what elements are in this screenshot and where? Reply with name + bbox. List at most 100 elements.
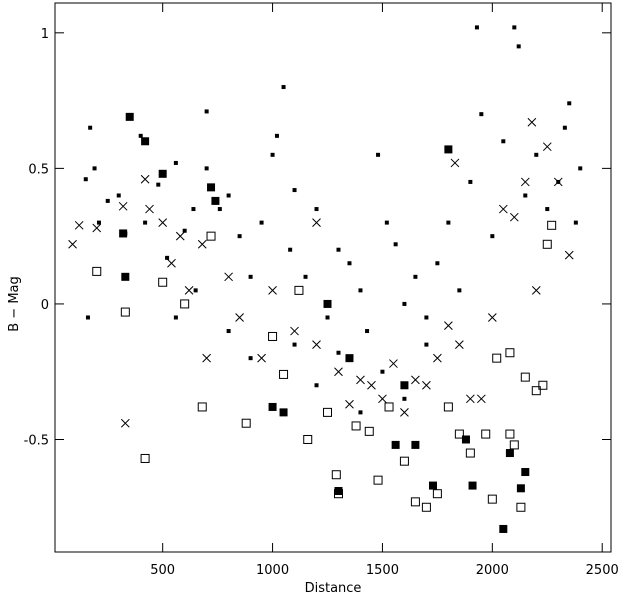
point [248, 356, 253, 361]
point [279, 369, 289, 379]
point [428, 481, 437, 490]
point [118, 201, 128, 211]
point [211, 196, 220, 205]
point [376, 152, 381, 157]
point [207, 183, 216, 192]
point [457, 288, 462, 293]
point [206, 231, 216, 241]
point [520, 372, 530, 382]
point [391, 440, 400, 449]
point [450, 158, 460, 168]
point [413, 274, 418, 279]
point [312, 218, 321, 227]
x-tick-label: 2000 [476, 563, 509, 578]
point [92, 166, 97, 171]
point [116, 193, 121, 198]
point [182, 228, 187, 233]
point [143, 220, 148, 225]
point [534, 152, 539, 157]
point [479, 112, 484, 117]
point [454, 429, 464, 439]
point [145, 204, 154, 214]
x-tick-label: 1000 [256, 563, 289, 578]
point [432, 489, 442, 499]
point [424, 342, 429, 347]
point [468, 179, 473, 184]
point [74, 220, 84, 230]
point [499, 524, 508, 533]
point [487, 313, 497, 322]
point [347, 261, 352, 266]
point [365, 329, 370, 334]
point [140, 174, 150, 184]
point [191, 207, 196, 212]
point [481, 429, 491, 439]
point [402, 301, 407, 306]
point [444, 145, 453, 154]
point [389, 359, 398, 368]
point [380, 369, 385, 374]
point [411, 375, 420, 385]
point [331, 470, 341, 480]
point [498, 204, 508, 214]
point [455, 340, 464, 349]
point [224, 272, 233, 282]
y-tick-label: -0.5 [24, 433, 49, 448]
point [509, 440, 519, 450]
point [505, 348, 515, 358]
point [334, 487, 343, 495]
point [197, 239, 207, 249]
point [165, 255, 170, 260]
point [121, 272, 130, 281]
point [184, 286, 194, 295]
point [411, 440, 420, 449]
point [292, 188, 297, 193]
point [542, 239, 552, 249]
point [424, 315, 429, 320]
point [567, 101, 572, 106]
point [364, 426, 374, 436]
point [167, 258, 176, 268]
point [358, 288, 363, 293]
point [358, 410, 363, 415]
y-axis-label: B − Mag [7, 276, 22, 332]
point [356, 375, 365, 385]
point [281, 85, 286, 90]
point [290, 326, 299, 336]
point [474, 25, 479, 30]
point [120, 418, 130, 428]
y-tick-label: 0 [41, 298, 49, 313]
x-tick-label: 2500 [586, 563, 619, 578]
point [492, 353, 502, 363]
point [367, 380, 376, 390]
point [197, 402, 207, 412]
point [542, 142, 552, 152]
point [421, 502, 431, 512]
point [125, 112, 134, 121]
point [422, 380, 431, 390]
point [248, 274, 253, 279]
point [345, 399, 354, 409]
point [531, 286, 541, 295]
point [323, 407, 333, 417]
point [325, 315, 330, 320]
point [96, 220, 101, 225]
point [312, 340, 321, 349]
point [173, 160, 178, 165]
point [461, 435, 470, 444]
point [88, 125, 93, 130]
point [465, 394, 475, 404]
point [384, 220, 389, 225]
point [545, 207, 550, 212]
y-tick-label: 1 [41, 27, 49, 42]
point [193, 288, 198, 293]
point [279, 408, 288, 417]
point [158, 218, 168, 227]
point [288, 247, 293, 252]
point [92, 266, 102, 276]
point [516, 44, 521, 49]
point [226, 193, 231, 198]
point [433, 353, 442, 363]
point [141, 137, 150, 146]
